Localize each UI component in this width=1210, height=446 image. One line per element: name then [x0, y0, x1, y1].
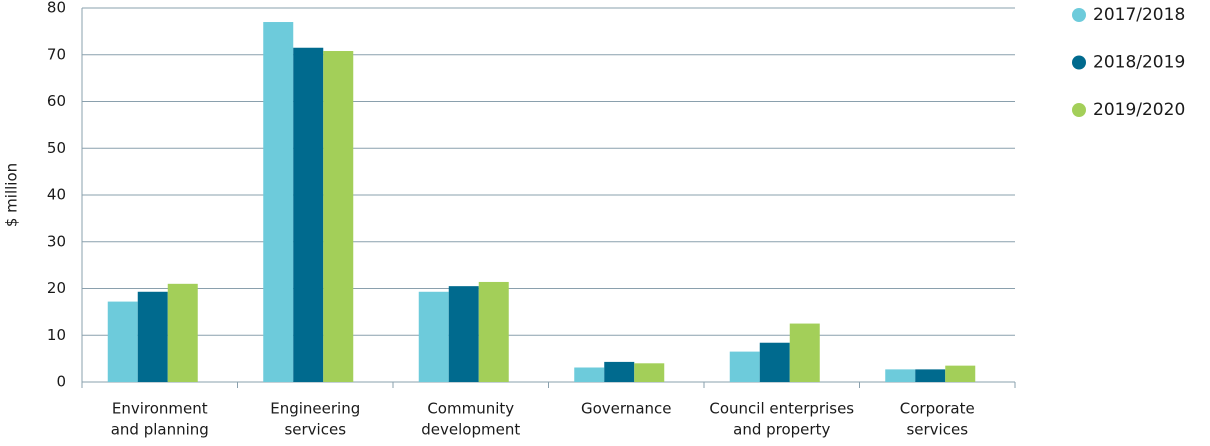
- y-tick-label: 70: [47, 45, 66, 63]
- x-tick-label: Corporate: [900, 400, 975, 418]
- y-tick-label: 40: [47, 186, 66, 204]
- y-axis-label: $ million: [3, 163, 21, 227]
- y-tick-label: 10: [47, 326, 66, 344]
- x-tick-label: development: [421, 421, 520, 439]
- bar: [293, 47, 324, 383]
- y-tick-label: 80: [47, 0, 66, 17]
- y-tick-label: 0: [56, 373, 66, 391]
- legend-marker: [1072, 8, 1086, 22]
- y-tick-label: 20: [47, 279, 66, 297]
- legend-label: 2017/2018: [1093, 5, 1185, 25]
- legend-label: 2018/2019: [1093, 53, 1185, 73]
- y-tick-label: 50: [47, 139, 66, 157]
- bar: [729, 351, 760, 382]
- bar: [137, 291, 168, 382]
- bar: [945, 365, 976, 382]
- bar: [604, 361, 635, 382]
- bar: [759, 342, 790, 382]
- x-tick-label: Governance: [581, 400, 672, 418]
- bar: [263, 22, 294, 383]
- x-tick-label: and planning: [111, 421, 209, 439]
- legend-label: 2019/2020: [1093, 100, 1185, 120]
- bar: [107, 301, 138, 382]
- x-tick-label: services: [906, 421, 968, 439]
- bar: [418, 291, 449, 382]
- bar: [789, 323, 820, 382]
- bar: [323, 51, 354, 382]
- bar: [167, 283, 198, 382]
- bar: [634, 363, 665, 382]
- legend-marker: [1072, 103, 1086, 117]
- bar: [478, 281, 509, 382]
- bar: [915, 369, 946, 382]
- bar: [885, 369, 916, 382]
- x-tick-label: Engineering: [270, 400, 360, 418]
- x-tick-label: and property: [733, 421, 830, 439]
- y-tick-label: 60: [47, 92, 66, 110]
- y-tick-label: 30: [47, 232, 66, 250]
- x-tick-label: Community: [427, 400, 514, 418]
- x-tick-label: services: [284, 421, 346, 439]
- x-tick-label: Council enterprises: [709, 400, 854, 418]
- bar: [448, 286, 479, 382]
- legend-marker: [1072, 55, 1086, 70]
- x-tick-label: Environment: [112, 400, 208, 418]
- bar: [574, 367, 605, 382]
